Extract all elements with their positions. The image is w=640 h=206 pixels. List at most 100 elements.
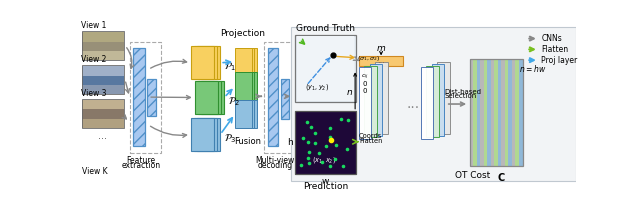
Text: Proj layer: Proj layer <box>541 56 577 65</box>
Text: $(y_1, y_2)$: $(y_1, y_2)$ <box>305 82 329 92</box>
Bar <box>519 59 522 166</box>
Bar <box>201 81 224 114</box>
Text: ...: ... <box>406 97 420 111</box>
Bar <box>268 48 278 146</box>
Bar <box>296 111 356 174</box>
Bar <box>297 36 355 101</box>
Bar <box>491 59 495 166</box>
Bar <box>474 59 477 166</box>
Text: h: h <box>287 138 293 147</box>
Bar <box>239 73 257 100</box>
Bar <box>81 99 124 128</box>
Text: CNNs: CNNs <box>541 34 562 43</box>
Point <box>302 120 312 123</box>
Bar <box>81 66 124 76</box>
Bar <box>194 118 217 151</box>
Bar <box>470 59 474 166</box>
Text: n: n <box>347 88 353 97</box>
Point <box>336 117 346 121</box>
Bar <box>359 67 371 139</box>
Bar <box>235 100 252 128</box>
Bar <box>364 66 377 137</box>
Bar <box>470 59 522 166</box>
Bar <box>296 35 356 103</box>
Text: Prediction: Prediction <box>303 182 348 191</box>
Text: $\mathcal{P}_1$: $\mathcal{P}_1$ <box>224 60 236 73</box>
Bar <box>81 100 124 109</box>
Bar <box>81 85 124 94</box>
Text: Feature: Feature <box>127 156 156 165</box>
Bar <box>81 31 124 60</box>
Text: Projection: Projection <box>220 29 265 38</box>
Text: 0: 0 <box>363 88 367 94</box>
Bar <box>291 27 576 181</box>
Bar <box>197 46 220 79</box>
Text: OT Cost: OT Cost <box>455 171 493 180</box>
Bar <box>191 118 214 151</box>
Bar <box>235 73 252 100</box>
Bar <box>481 59 484 166</box>
Bar <box>237 73 254 100</box>
Bar <box>81 51 124 60</box>
Text: ...: ... <box>377 56 385 66</box>
Point <box>342 148 353 151</box>
Point <box>343 118 353 121</box>
Bar <box>437 62 450 134</box>
Point <box>321 144 332 147</box>
Point <box>303 140 313 143</box>
Point <box>304 161 314 165</box>
Bar <box>81 65 124 94</box>
Bar <box>426 66 439 137</box>
Bar <box>502 59 505 166</box>
Text: Fusion: Fusion <box>234 137 261 146</box>
Text: $\mathcal{P}_2$: $\mathcal{P}_2$ <box>228 95 240 108</box>
Bar <box>239 100 257 128</box>
Bar <box>370 64 382 136</box>
Bar <box>515 59 519 166</box>
Text: Selection: Selection <box>444 93 477 99</box>
Text: decoding: decoding <box>258 161 293 170</box>
Point <box>330 158 340 161</box>
Point <box>325 165 335 168</box>
Text: m: m <box>377 44 385 53</box>
Bar <box>239 48 257 76</box>
Text: Flatten: Flatten <box>359 138 382 144</box>
Text: extraction: extraction <box>122 161 161 170</box>
Point <box>314 151 324 155</box>
Point <box>296 163 307 166</box>
Bar <box>81 42 124 51</box>
Bar <box>421 67 433 139</box>
Point <box>338 164 348 167</box>
Text: Flatten: Flatten <box>541 45 568 54</box>
Bar <box>198 81 221 114</box>
Point <box>304 151 314 154</box>
Text: View 1: View 1 <box>81 21 106 30</box>
Text: View K: View K <box>81 167 107 176</box>
Bar <box>432 64 444 136</box>
Bar <box>508 59 512 166</box>
Bar <box>81 109 124 119</box>
Text: $n = hw$: $n = hw$ <box>519 63 546 74</box>
Bar <box>281 79 289 119</box>
Point <box>324 126 335 130</box>
Text: w: w <box>322 177 330 186</box>
Point <box>310 131 320 135</box>
Bar <box>147 79 156 116</box>
Bar <box>235 48 252 76</box>
Text: View 3: View 3 <box>81 89 106 98</box>
Point <box>326 139 336 142</box>
Bar <box>484 59 488 166</box>
Text: $\mathcal{P}_3$: $\mathcal{P}_3$ <box>224 132 237 145</box>
Point <box>305 125 316 129</box>
Text: Dist-based: Dist-based <box>444 89 481 95</box>
Bar <box>375 62 388 134</box>
Bar <box>237 100 254 128</box>
Point <box>316 160 326 163</box>
Text: ...: ... <box>99 131 108 141</box>
Bar <box>359 56 403 66</box>
Text: $c_{ij}$: $c_{ij}$ <box>361 73 369 82</box>
Text: Coords: Coords <box>359 133 382 139</box>
Point <box>332 143 342 146</box>
Text: View 2: View 2 <box>81 55 106 64</box>
Bar <box>197 118 220 151</box>
